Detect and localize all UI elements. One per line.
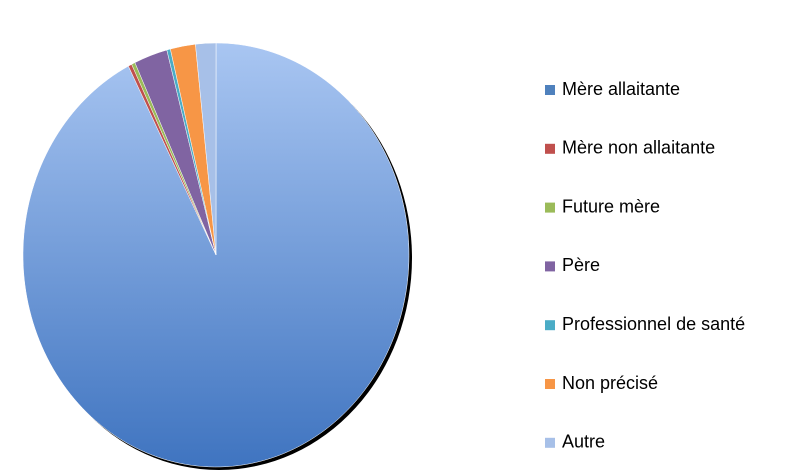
legend-label: Non précisé <box>562 373 658 393</box>
legend-label: Professionnel de santé <box>562 314 745 334</box>
legend-swatch <box>545 320 555 331</box>
legend-label: Mère non allaitante <box>562 138 715 158</box>
legend-swatch <box>545 85 555 95</box>
legend-swatch <box>545 379 555 389</box>
legend-swatch <box>545 202 555 213</box>
legend-swatch <box>545 143 555 154</box>
legend-label: Future mère <box>562 196 660 216</box>
legend-label: Mère allaitante <box>562 79 680 99</box>
pie-slice <box>195 42 217 256</box>
legend-swatch <box>545 261 555 272</box>
legend-label: Autre <box>562 432 605 452</box>
legend-label: Père <box>562 255 600 275</box>
legend-swatch <box>545 437 555 448</box>
